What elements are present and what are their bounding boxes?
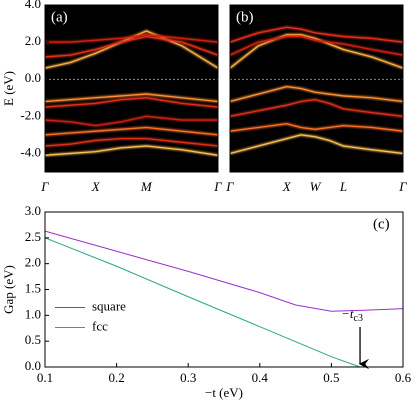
y-tick-label: -4.0 (20, 144, 41, 159)
y-tick-label: 4.0 (25, 0, 41, 11)
panel-label: (a) (51, 9, 68, 25)
plot-frame (44, 4, 219, 173)
band (44, 35, 219, 58)
band (229, 26, 404, 43)
plot-frame (44, 211, 404, 368)
y-tick-label: 1.0 (25, 306, 41, 321)
y-tick-label: 3.0 (25, 203, 41, 218)
y-tick-label: 2.0 (25, 255, 41, 270)
x-tick-label: 0.2 (108, 370, 124, 385)
annotation-subscript: c3 (354, 313, 363, 324)
y-tick-label: 0.0 (25, 70, 41, 85)
band (44, 115, 218, 127)
x-tick-label: 0.3 (180, 370, 196, 385)
y-tick-label: 1.5 (25, 280, 41, 295)
annotation-text: −t (341, 306, 354, 321)
x-tick-label: Γ (40, 179, 49, 194)
legend-label: fcc (92, 318, 108, 333)
x-tick-label: Γ (213, 179, 222, 194)
band (44, 126, 219, 136)
legend-label: square (92, 298, 126, 313)
band (229, 85, 404, 103)
gap-line (44, 230, 404, 312)
y-tick-label: 2.5 (25, 229, 41, 244)
panel-label: (b) (236, 9, 254, 25)
y-axis-label: E (eV) (1, 71, 16, 106)
x-tick-label: Γ (225, 179, 234, 194)
annotation: −tc3 (341, 306, 363, 324)
band (44, 93, 219, 103)
y-axis-label: Gap (eV) (1, 265, 16, 314)
x-tick-label: 0.6 (395, 370, 412, 385)
panel-label: (c) (373, 216, 390, 232)
band (45, 34, 219, 43)
band (229, 34, 404, 69)
x-tick-label: Γ (398, 179, 407, 194)
y-tick-label: 0.5 (25, 332, 41, 347)
y-tick-label: 0.0 (25, 358, 41, 373)
band (229, 35, 404, 56)
band (229, 123, 404, 132)
band (44, 97, 219, 108)
band (44, 145, 219, 156)
gap-line (44, 237, 361, 368)
x-tick-label: 0.5 (323, 370, 339, 385)
x-tick-label: W (310, 179, 322, 194)
x-tick-label: X (91, 179, 101, 194)
band (229, 134, 404, 155)
band (229, 98, 404, 117)
plot-frame (229, 4, 404, 173)
x-tick-label: X (282, 179, 292, 194)
x-tick-label: 0.4 (252, 370, 269, 385)
x-tick-label: M (140, 179, 153, 194)
x-tick-label: L (339, 179, 347, 194)
x-axis-label: −t (eV) (205, 385, 243, 400)
band (44, 137, 219, 147)
x-tick-label: 0.1 (37, 370, 53, 385)
y-tick-label: 2.0 (25, 33, 41, 48)
y-tick-label: -2.0 (20, 107, 41, 122)
